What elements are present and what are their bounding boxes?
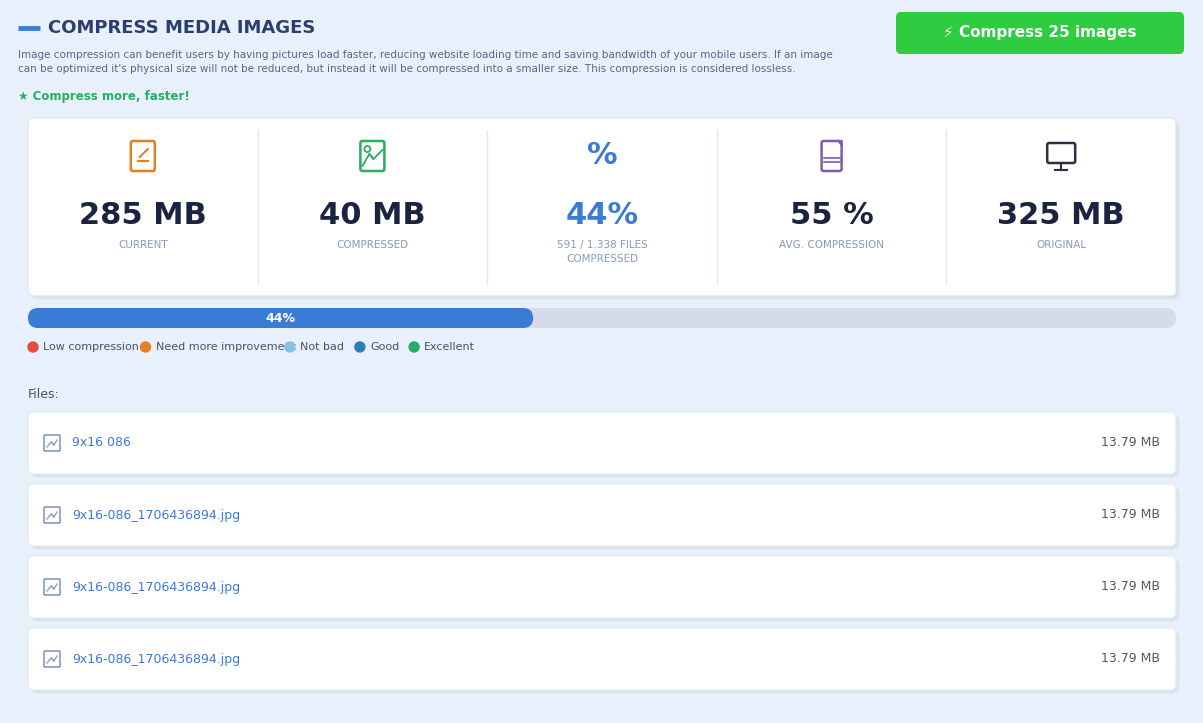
FancyBboxPatch shape <box>30 414 1178 476</box>
Text: 9x16 086: 9x16 086 <box>72 437 131 450</box>
FancyBboxPatch shape <box>28 628 1177 690</box>
FancyBboxPatch shape <box>28 412 1177 474</box>
Circle shape <box>409 342 419 352</box>
Text: 9x16-086_1706436894.jpg: 9x16-086_1706436894.jpg <box>72 581 241 594</box>
FancyBboxPatch shape <box>32 416 1180 478</box>
Circle shape <box>141 342 150 352</box>
FancyBboxPatch shape <box>30 120 1178 298</box>
FancyBboxPatch shape <box>32 488 1180 550</box>
FancyBboxPatch shape <box>28 308 533 328</box>
Text: 591 / 1.338 FILES
COMPRESSED: 591 / 1.338 FILES COMPRESSED <box>557 240 647 264</box>
FancyBboxPatch shape <box>30 558 1178 620</box>
Text: COMPRESSED: COMPRESSED <box>337 240 409 250</box>
FancyBboxPatch shape <box>32 560 1180 622</box>
Text: Need more improvement: Need more improvement <box>155 342 296 352</box>
Text: 9x16-086_1706436894.jpg: 9x16-086_1706436894.jpg <box>72 652 241 665</box>
Text: ORIGINAL: ORIGINAL <box>1036 240 1086 250</box>
Text: ⚡ Compress 25 images: ⚡ Compress 25 images <box>943 25 1137 40</box>
FancyBboxPatch shape <box>29 629 1177 691</box>
Text: COMPRESS MEDIA IMAGES: COMPRESS MEDIA IMAGES <box>48 19 315 37</box>
Text: %: % <box>587 142 617 171</box>
FancyBboxPatch shape <box>28 118 1177 296</box>
Text: 44%: 44% <box>266 312 296 325</box>
Text: Image compression can benefit users by having pictures load faster, reducing web: Image compression can benefit users by h… <box>18 50 832 60</box>
FancyBboxPatch shape <box>32 632 1180 694</box>
FancyBboxPatch shape <box>29 119 1177 297</box>
Text: 55 %: 55 % <box>789 202 873 231</box>
FancyBboxPatch shape <box>30 486 1178 548</box>
Text: Not bad: Not bad <box>300 342 344 352</box>
FancyBboxPatch shape <box>32 122 1180 300</box>
FancyBboxPatch shape <box>31 559 1179 621</box>
FancyBboxPatch shape <box>31 121 1179 299</box>
Text: 13.79 MB: 13.79 MB <box>1101 508 1160 521</box>
FancyBboxPatch shape <box>29 413 1177 475</box>
Text: 285 MB: 285 MB <box>79 202 207 231</box>
FancyBboxPatch shape <box>31 631 1179 693</box>
Text: 9x16-086_1706436894.jpg: 9x16-086_1706436894.jpg <box>72 508 241 521</box>
Text: 13.79 MB: 13.79 MB <box>1101 652 1160 665</box>
Text: ★ Compress more, faster!: ★ Compress more, faster! <box>18 90 190 103</box>
Circle shape <box>28 342 38 352</box>
Text: Low compression: Low compression <box>43 342 138 352</box>
Text: 44%: 44% <box>565 202 639 231</box>
Text: CURRENT: CURRENT <box>118 240 167 250</box>
FancyBboxPatch shape <box>31 415 1179 477</box>
FancyBboxPatch shape <box>28 308 1177 328</box>
FancyBboxPatch shape <box>29 557 1177 619</box>
Text: can be optimized it's physical size will not be reduced, but instead it will be : can be optimized it's physical size will… <box>18 64 795 74</box>
FancyBboxPatch shape <box>29 485 1177 547</box>
FancyBboxPatch shape <box>28 484 1177 546</box>
Text: 40 MB: 40 MB <box>319 202 426 231</box>
FancyBboxPatch shape <box>896 12 1184 54</box>
Text: Files:: Files: <box>28 388 60 401</box>
Circle shape <box>285 342 295 352</box>
Text: 13.79 MB: 13.79 MB <box>1101 437 1160 450</box>
Circle shape <box>355 342 365 352</box>
Text: Excellent: Excellent <box>425 342 475 352</box>
FancyBboxPatch shape <box>31 487 1179 549</box>
Text: Good: Good <box>369 342 399 352</box>
Text: 325 MB: 325 MB <box>997 202 1125 231</box>
Text: AVG. COMPRESSION: AVG. COMPRESSION <box>780 240 884 250</box>
FancyBboxPatch shape <box>28 556 1177 618</box>
Text: 13.79 MB: 13.79 MB <box>1101 581 1160 594</box>
FancyBboxPatch shape <box>30 630 1178 692</box>
